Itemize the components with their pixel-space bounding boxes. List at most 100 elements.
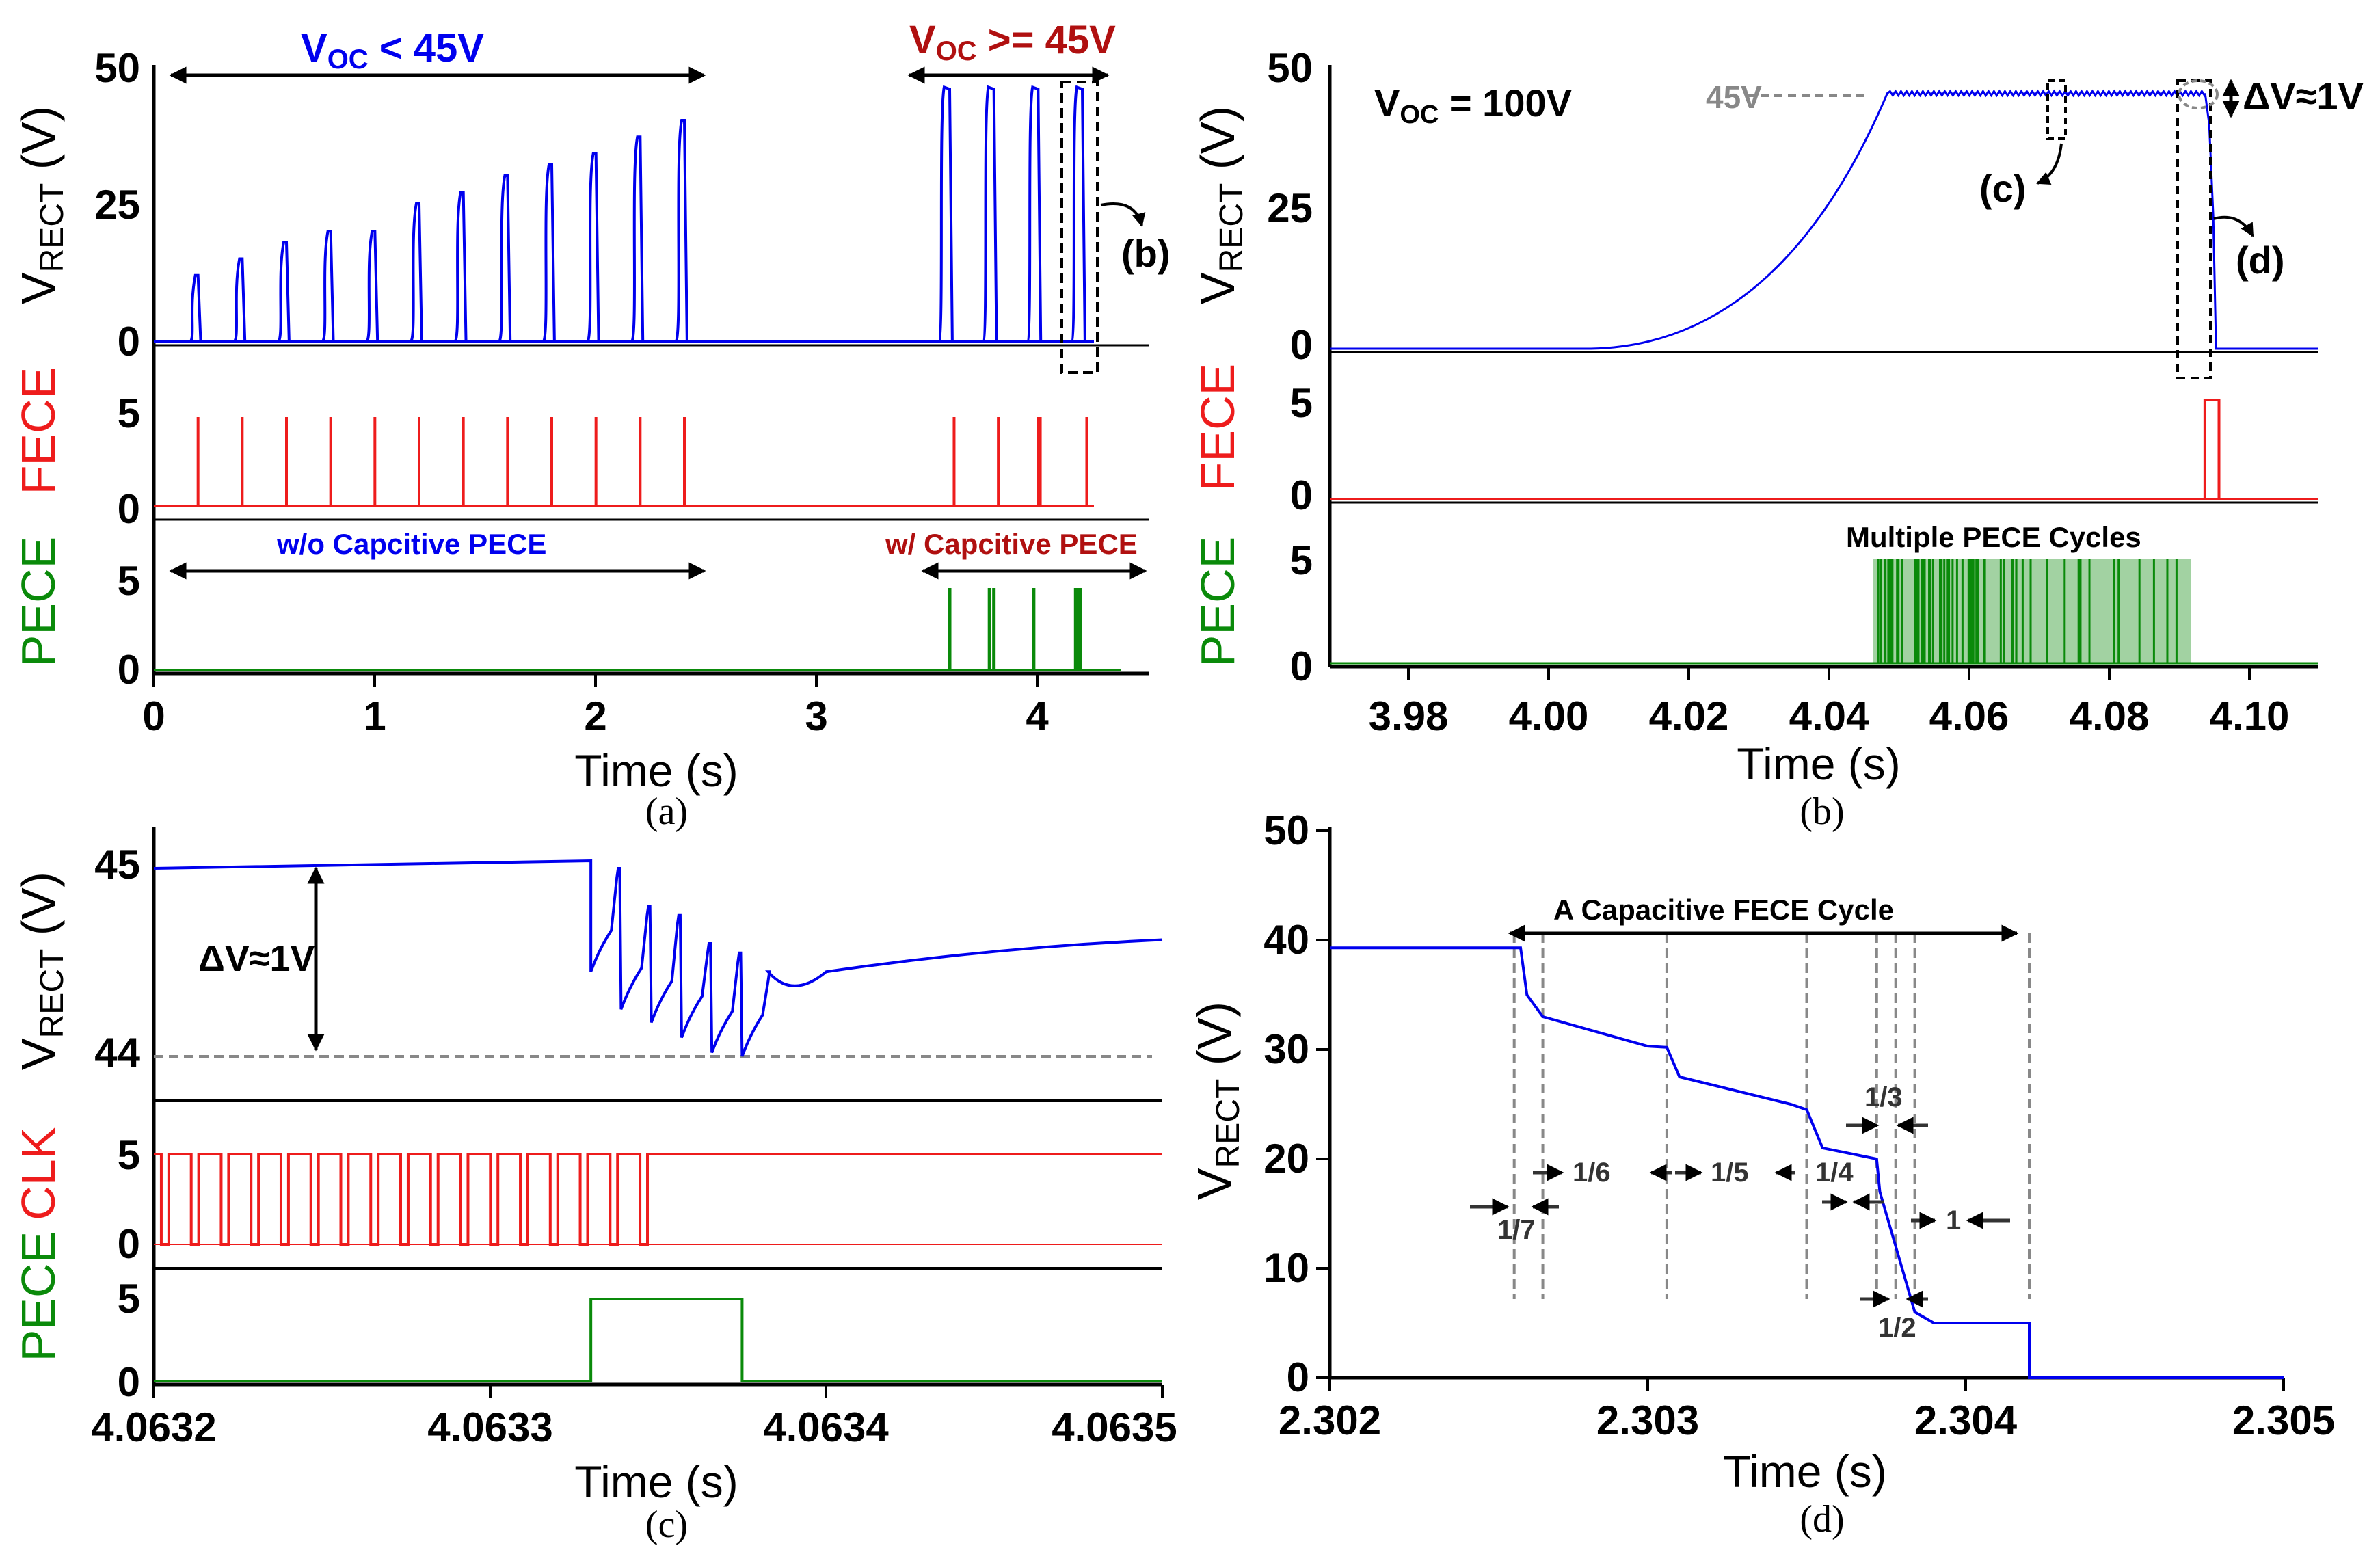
- ytick-label: 0: [118, 1359, 140, 1405]
- frac-17-label: 1/7: [1497, 1215, 1536, 1245]
- voc-high-label: VOC >= 45V: [909, 18, 1116, 66]
- ytick-label: 5: [118, 390, 140, 436]
- panel-c-xlabel: Time (s): [574, 1456, 738, 1507]
- ref-c-arrow: [2036, 143, 2063, 185]
- pece-on-label: w/ Capcitive PECE: [885, 528, 1138, 560]
- ytick-label: 40: [1263, 917, 1309, 963]
- vrect-pulse: [320, 230, 335, 343]
- panel-b-fece-ylabel: FECE: [1191, 364, 1244, 492]
- panel-b-fece-series: [2203, 399, 2221, 499]
- vrect-pulse: [585, 152, 600, 343]
- pece-pulse: [154, 1298, 1162, 1382]
- frac-15-label: 1/5: [1711, 1158, 1749, 1188]
- ref-b-arrow: [1100, 202, 1146, 227]
- ytick-label: 5: [118, 1132, 140, 1178]
- xtick-label: 1: [363, 693, 386, 739]
- panel-b-pece-series: [1873, 559, 2191, 663]
- vrect-pulse: [674, 119, 688, 343]
- panel-a-pece-series: [948, 588, 1082, 670]
- panel-c-pece-series: [154, 1298, 1162, 1382]
- xtick-label: 2.305: [2232, 1398, 2335, 1443]
- xtick-label: 0: [142, 693, 165, 739]
- panel-a-vrect-series: [188, 85, 1086, 343]
- frac-14-label: 1/4: [1815, 1158, 1854, 1188]
- ytick-label: 20: [1263, 1136, 1309, 1181]
- dv-highlight: [2178, 79, 2219, 109]
- panel-a-xlabel: Time (s): [574, 745, 738, 796]
- vrect-pulse: [364, 230, 379, 343]
- ytick-label: 0: [1290, 322, 1313, 368]
- vrect-pulse: [276, 241, 291, 343]
- xtick-label: 4.08: [2070, 693, 2150, 739]
- panel-d-xlabel: Time (s): [1723, 1446, 1887, 1497]
- fece-pulse: [2203, 399, 2221, 499]
- ytick-label: 25: [94, 182, 140, 228]
- ref-c-label: (c): [1979, 167, 2026, 210]
- xtick-label: 3: [805, 693, 827, 739]
- xtick-label: 4.0632: [91, 1404, 217, 1450]
- xtick-label: 2.304: [1914, 1398, 2018, 1443]
- pece-burst-fill: [1873, 559, 2191, 663]
- frac-12-label: 1/2: [1878, 1313, 1916, 1343]
- panel-c-clk-ylabel: PECECLK: [12, 1127, 65, 1362]
- vrect-pulse: [497, 174, 512, 343]
- ytick-label: 0: [118, 647, 140, 693]
- level-45-label: 45V: [1706, 79, 1762, 115]
- panel-a-xticks: 0 1 2 3 4: [142, 673, 1049, 739]
- voc-low-label: VOC < 45V: [301, 26, 484, 75]
- ytick-label: 10: [1263, 1245, 1309, 1291]
- dv-label: ΔV≈1V: [2243, 75, 2364, 118]
- vrect-pulse: [453, 191, 468, 343]
- ytick-label: 45: [94, 842, 140, 887]
- xtick-label: 2.303: [1596, 1398, 1699, 1443]
- panel-c-vrect-series: [153, 859, 1163, 1058]
- frac-13-label: 1/3: [1864, 1082, 1903, 1112]
- panel-b: 3.98 4.00 4.02 4.04 4.06 4.08 4.10 Time …: [1191, 45, 2364, 833]
- ytick-label: 44: [94, 1030, 140, 1076]
- vrect-pulse-saturated: [937, 85, 954, 343]
- panel-d-xticks: 2.302 2.303 2.304 2.305: [1279, 1378, 2335, 1443]
- panel-a-fece-series: [196, 417, 1088, 506]
- ytick-label: 50: [1263, 807, 1309, 853]
- ytick-label: 5: [1290, 380, 1313, 426]
- panel-d-yticks: 0 10 20 30 40 50: [1263, 807, 1330, 1400]
- panel-a: 0 1 2 3 4 Time (s) (a) 0 25 50 0 5 0 5 V…: [12, 18, 1171, 833]
- panel-d-guides: [1512, 933, 2031, 1299]
- ref-c-box: [2046, 79, 2067, 140]
- xtick-label: 4.10: [2210, 693, 2290, 739]
- ytick-label: 0: [1290, 472, 1313, 518]
- vrect-pulse-saturated: [981, 85, 998, 343]
- vrect-pulse: [630, 135, 645, 343]
- vrect-trace: [153, 859, 1163, 1057]
- panel-b-vrect-ylabel: VRECT (V): [1191, 106, 1250, 304]
- xtick-label: 2: [584, 693, 606, 739]
- panel-b-xlabel: Time (s): [1737, 738, 1901, 789]
- panel-d-vrect-ylabel: VRECT (V): [1188, 1002, 1246, 1200]
- panel-a-caption: (a): [645, 790, 688, 833]
- ytick-label: 5: [118, 558, 140, 604]
- vrect-pulse-saturated: [1026, 85, 1043, 343]
- ref-d-box: [2176, 79, 2212, 379]
- xtick-label: 4.06: [1929, 693, 2009, 739]
- frac-1-label: 1: [1946, 1205, 1961, 1235]
- panel-b-pece-ylabel: PECE: [1191, 537, 1244, 667]
- panel-b-xticks: 3.98 4.00 4.02 4.04 4.06 4.08 4.10: [1369, 667, 2290, 739]
- xtick-label: 4.02: [1649, 693, 1729, 739]
- ytick-label: 0: [118, 1221, 140, 1267]
- xtick-label: 4.04: [1789, 693, 1869, 739]
- xtick-label: 2.302: [1279, 1398, 1381, 1443]
- ytick-label: 5: [118, 1276, 140, 1322]
- panel-a-vrect-ylabel: VRECT (V): [12, 106, 70, 304]
- ytick-label: 0: [1287, 1354, 1309, 1400]
- panel-b-vrect-series: [1330, 89, 2318, 350]
- panel-d: 0 10 20 30 40 50 2.302 2.303 2.304 2.305 Time…: [1188, 807, 2335, 1540]
- panel-d-vrect-series: [1330, 946, 2284, 1379]
- ytick-label: 5: [1290, 537, 1313, 583]
- panel-b-caption: (b): [1800, 790, 1844, 833]
- ref-d-label: (d): [2236, 239, 2285, 282]
- panel-c-xticks: 4.0632 4.0633 4.0634 4.0635: [91, 1385, 1177, 1450]
- pece-off-label: w/o Capcitive PECE: [276, 528, 546, 560]
- ytick-label: 0: [118, 319, 140, 364]
- vrect-pulse: [541, 163, 556, 343]
